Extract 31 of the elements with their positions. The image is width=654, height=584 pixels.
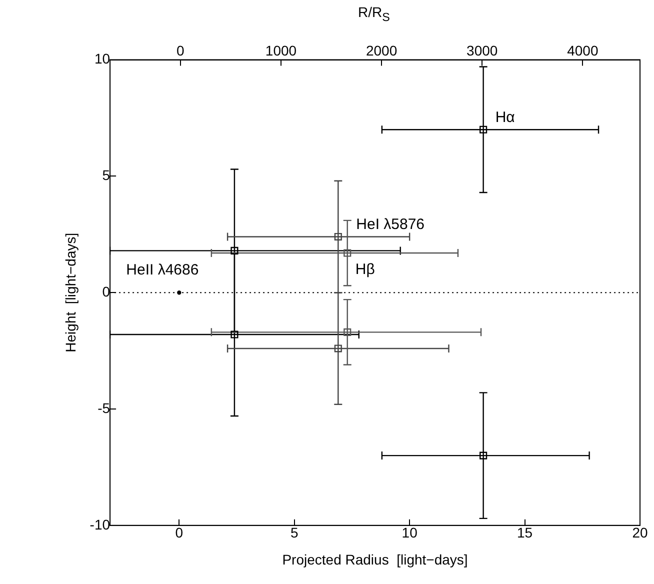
y-tick-label: -10	[90, 516, 110, 532]
x-tick-label: 15	[517, 524, 533, 541]
x-tick-label: 0	[175, 524, 184, 541]
y-tick-label: 5	[102, 167, 110, 184]
x2-axis-title: R/R$_{S}$	[357, 4, 391, 24]
point	[344, 249, 352, 257]
x2-tick-label: 2000	[366, 42, 398, 58]
series-label: HeII λ4686	[126, 262, 199, 279]
x2-tick-label: 1000	[265, 42, 297, 58]
x-tick-label: 5	[290, 524, 298, 541]
y-tick-label: -5	[98, 400, 110, 416]
point	[480, 452, 488, 460]
point	[334, 344, 342, 352]
x2-tick-label: 4000	[567, 42, 598, 58]
x2-tick-label: 3000	[466, 42, 498, 58]
point	[334, 232, 342, 241]
y-tick-label: 0	[102, 283, 110, 300]
point	[480, 126, 488, 134]
point	[344, 328, 352, 336]
x-tick-label: 10	[402, 524, 418, 541]
x-axis-title: Projected Radius [light−days]	[282, 551, 468, 568]
point	[177, 290, 182, 295]
x2-tick-label: 0	[176, 42, 185, 58]
x-tick-label: 20	[632, 524, 648, 541]
point	[230, 246, 238, 254]
y-axis-title: Height [light−days]	[62, 232, 78, 352]
series-label: Hα	[495, 108, 516, 126]
series-label: HeI λ5876	[356, 216, 425, 233]
series-label: Hβ	[355, 261, 376, 278]
y-tick-label: 10	[94, 50, 110, 67]
point	[230, 330, 238, 338]
